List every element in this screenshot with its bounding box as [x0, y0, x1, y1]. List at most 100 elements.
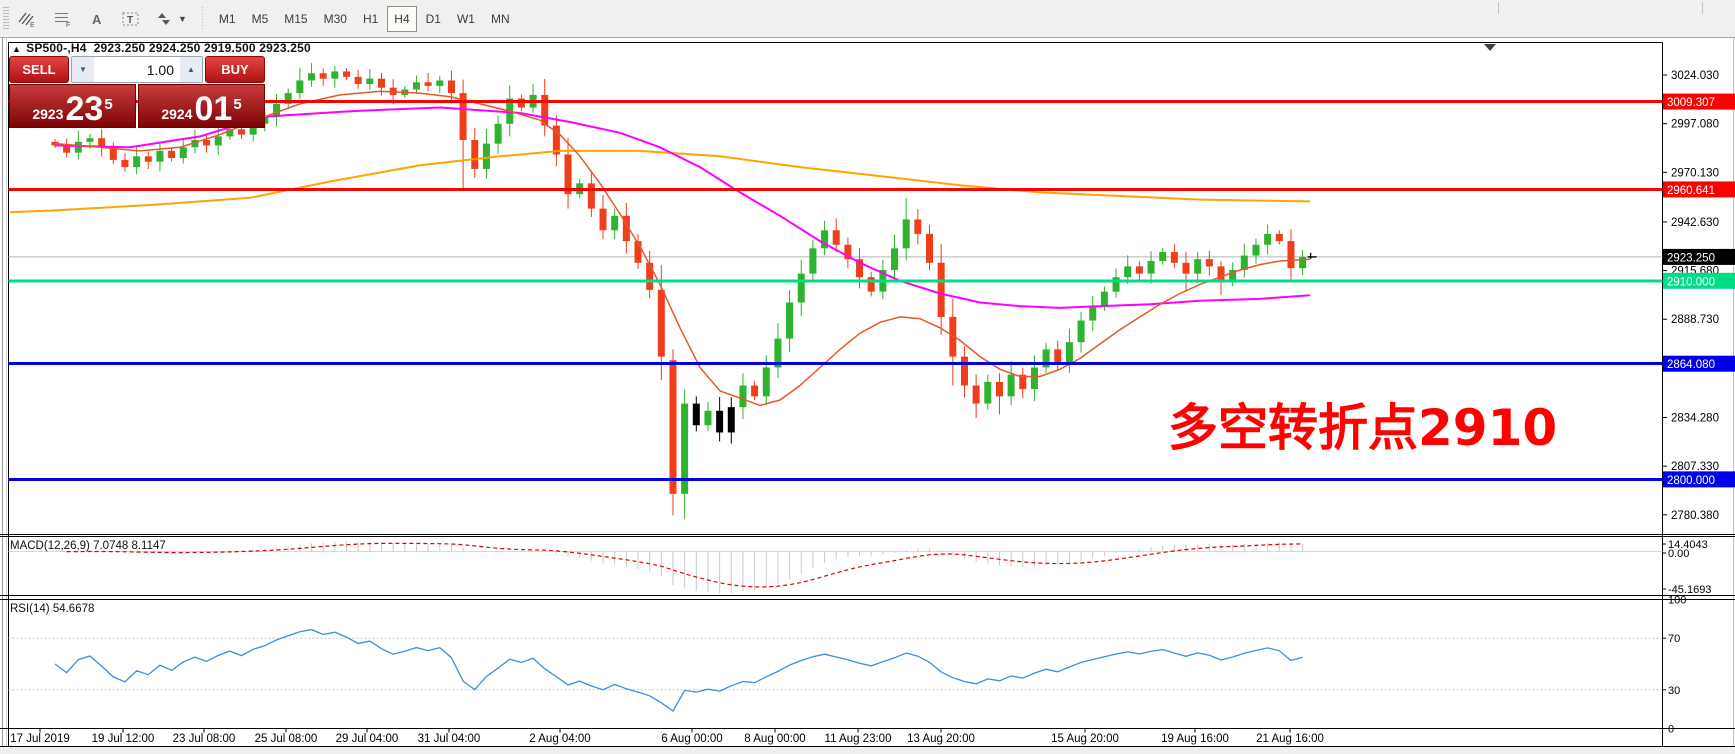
- label-a-icon[interactable]: A: [82, 6, 112, 32]
- price-badge-2910.000: 2910.000: [1663, 272, 1735, 289]
- timeframe-M5[interactable]: M5: [245, 6, 276, 32]
- arrange-arrows-icon[interactable]: ▼: [150, 6, 194, 32]
- moving-averages: [9, 90, 1311, 407]
- svg-text:19 Jul 12:00: 19 Jul 12:00: [92, 733, 155, 745]
- svg-text:29 Jul 04:00: 29 Jul 04:00: [336, 733, 399, 745]
- toolbar-drag-handle[interactable]: [3, 6, 9, 31]
- svg-text:2864.080: 2864.080: [1667, 359, 1715, 371]
- svg-text:19 Aug 16:00: 19 Aug 16:00: [1161, 733, 1229, 745]
- svg-text:0: 0: [1668, 724, 1674, 736]
- svg-text:2997.080: 2997.080: [1671, 119, 1719, 131]
- timeframe-W1[interactable]: W1: [450, 6, 482, 32]
- svg-text:E: E: [30, 22, 35, 28]
- ma-mid-magenta: [54, 106, 1311, 309]
- price-badge-2923.250: 2923.250: [1663, 248, 1735, 265]
- buy-button[interactable]: BUY: [205, 56, 265, 83]
- timeframe-H4[interactable]: H4: [387, 5, 417, 32]
- svg-text:A: A: [92, 12, 102, 27]
- indicators-hatch-e-icon[interactable]: E: [10, 6, 44, 32]
- svg-text:3009.307: 3009.307: [1667, 97, 1715, 109]
- volume-stepper: ▼ ▲: [71, 56, 203, 83]
- svg-text:2780.380: 2780.380: [1671, 510, 1719, 522]
- svg-text:100: 100: [1668, 595, 1686, 607]
- svg-text:13 Aug 20:00: 13 Aug 20:00: [907, 733, 975, 745]
- toolbar-dock-separator: [1702, 2, 1703, 14]
- svg-text:2970.130: 2970.130: [1671, 167, 1719, 179]
- svg-text:2910.000: 2910.000: [1667, 276, 1715, 288]
- timeframe-M1[interactable]: M1: [212, 6, 243, 32]
- toolbar-separator: [198, 6, 207, 31]
- window-frame: [2, 38, 1734, 754]
- rsi-label: RSI(14) 54.6678: [10, 603, 95, 615]
- toolbar-dock-separator: [1498, 2, 1499, 14]
- sell-price-tile[interactable]: 2923 23 5: [9, 84, 136, 128]
- svg-text:0.00: 0.00: [1668, 548, 1689, 560]
- svg-text:21 Aug 16:00: 21 Aug 16:00: [1256, 733, 1324, 745]
- ma-fast-red: [54, 90, 1311, 407]
- buy-price-small: 2924: [161, 106, 193, 122]
- svg-text:6 Aug 00:00: 6 Aug 00:00: [661, 733, 722, 745]
- chart-annotation-text: 多空转折点2910: [1168, 399, 1558, 457]
- price-axis: 3024.0302997.0802970.1302942.6302915.680…: [1662, 70, 1735, 522]
- buy-price-tile[interactable]: 2924 01 5: [138, 84, 265, 128]
- macd-label: MACD(12,26,9) 7.0748 8.1147: [10, 540, 166, 552]
- horizontal-line-objects[interactable]: [8, 100, 1663, 481]
- timeframe-M15[interactable]: M15: [277, 6, 314, 32]
- symbol-marker-icon: ▲: [12, 44, 22, 54]
- sell-button[interactable]: SELL: [9, 56, 69, 83]
- rsi-line: [54, 628, 1303, 712]
- svg-text:2888.730: 2888.730: [1671, 314, 1719, 326]
- bottom-strip: [0, 747, 1735, 754]
- macd-signal-line: [66, 542, 1303, 588]
- svg-text:2960.641: 2960.641: [1667, 185, 1715, 197]
- volume-increase-button[interactable]: ▲: [180, 57, 202, 82]
- timeframe-MN[interactable]: MN: [484, 6, 517, 32]
- toolbar: E F A T ▼: [0, 0, 1735, 38]
- price-badge-2960.641: 2960.641: [1663, 181, 1735, 198]
- timeframe-group: M1 M5 M15 M30 H1 H4 D1 W1 MN: [211, 0, 518, 37]
- svg-text:8 Aug 00:00: 8 Aug 00:00: [744, 733, 805, 745]
- timeframe-H1[interactable]: H1: [356, 6, 385, 32]
- timeframe-M30[interactable]: M30: [317, 6, 354, 32]
- svg-text:11 Aug 23:00: 11 Aug 23:00: [825, 733, 892, 745]
- date-axis: 17 Jul 2019 19 Jul 12:00 23 Jul 08:00 25 Ju…: [10, 728, 1324, 745]
- svg-text:2 Aug 04:00: 2 Aug 04:00: [529, 733, 590, 745]
- chart-title: ▲ SP500-,H4 2923.250 2924.250 2919.500 29…: [12, 41, 311, 55]
- price-badge-2864.080: 2864.080: [1663, 355, 1735, 372]
- sell-price-sup: 5: [104, 96, 113, 113]
- text-box-icon[interactable]: T: [114, 6, 148, 32]
- svg-text:17 Jul 2019: 17 Jul 2019: [10, 733, 69, 745]
- svg-text:-45.1693: -45.1693: [1668, 584, 1711, 596]
- symbol-timeframe: SP500-,H4: [26, 41, 87, 55]
- svg-text:2800.000: 2800.000: [1667, 475, 1715, 487]
- svg-text:15 Aug 20:00: 15 Aug 20:00: [1051, 733, 1119, 745]
- ma-slow-orange: [9, 149, 1311, 214]
- svg-text:3024.030: 3024.030: [1671, 70, 1719, 82]
- svg-text:2942.630: 2942.630: [1671, 217, 1719, 229]
- svg-text:F: F: [66, 22, 70, 28]
- svg-text:2923.250: 2923.250: [1667, 252, 1715, 264]
- svg-text:30: 30: [1668, 685, 1680, 697]
- svg-text:23 Jul 08:00: 23 Jul 08:00: [173, 733, 236, 745]
- svg-text:70: 70: [1668, 633, 1680, 645]
- volume-input[interactable]: [94, 57, 180, 82]
- svg-text:31 Jul 04:00: 31 Jul 04:00: [418, 733, 481, 745]
- buy-price-sup: 5: [233, 96, 242, 113]
- last-price-marker: [1307, 252, 1317, 259]
- chart-shift-marker-icon[interactable]: [1484, 44, 1496, 51]
- arrows-dropdown-caret[interactable]: ▼: [178, 13, 187, 24]
- volume-decrease-button[interactable]: ▼: [72, 57, 94, 82]
- sell-price-small: 2923: [32, 106, 64, 122]
- grid-f-icon[interactable]: F: [46, 6, 80, 32]
- svg-text:T: T: [127, 15, 133, 26]
- price-badge-3009.307: 3009.307: [1663, 93, 1735, 110]
- candles: [51, 63, 1307, 520]
- svg-text:25 Jul 08:00: 25 Jul 08:00: [255, 733, 318, 745]
- timeframe-D1[interactable]: D1: [419, 6, 448, 32]
- ohlc-values: 2923.250 2924.250 2919.500 2923.250: [93, 41, 311, 55]
- rsi-level-lines: [8, 637, 1663, 691]
